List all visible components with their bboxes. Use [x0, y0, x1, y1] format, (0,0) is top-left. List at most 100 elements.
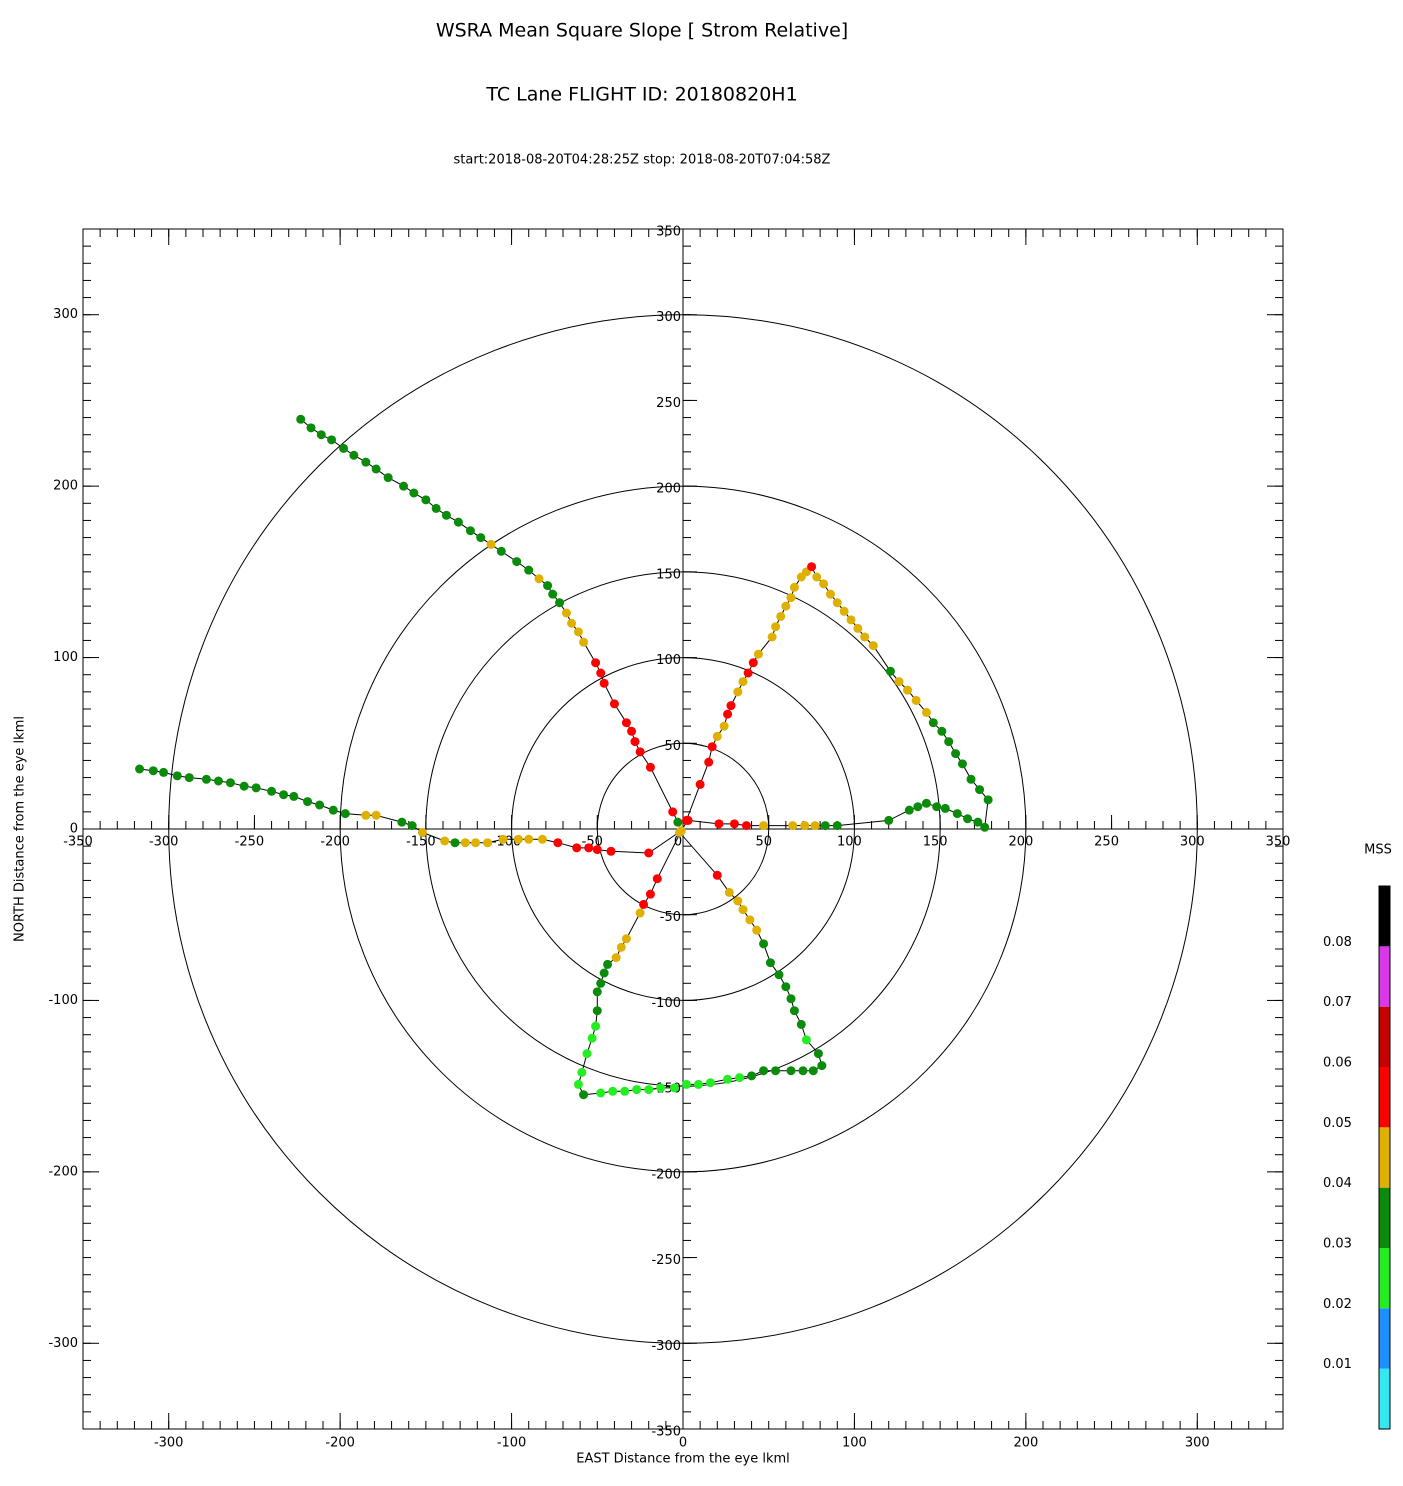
data-point	[371, 810, 381, 820]
data-point	[460, 838, 470, 848]
data-point	[567, 618, 577, 628]
data-point	[498, 834, 508, 844]
colorbar-tick-label: 0.07	[1323, 995, 1352, 1010]
x-tick-label: -300	[154, 1436, 184, 1451]
data-point	[599, 678, 609, 688]
data-point	[747, 1071, 757, 1081]
data-point	[921, 798, 931, 808]
data-point	[561, 608, 571, 618]
center-y-tick-label: 150	[656, 567, 681, 582]
data-point	[441, 510, 451, 520]
data-point	[279, 790, 289, 800]
data-point	[213, 776, 223, 786]
data-point	[759, 939, 769, 949]
data-point	[159, 767, 169, 777]
data-point	[957, 759, 967, 769]
data-point	[587, 1033, 597, 1043]
data-point	[296, 414, 306, 424]
data-point	[735, 1073, 745, 1083]
data-point	[771, 1066, 781, 1076]
data-point	[635, 908, 645, 918]
data-point	[940, 803, 950, 813]
data-point	[148, 766, 158, 776]
center-y-tick-label: -350	[651, 1425, 681, 1440]
data-point	[820, 821, 830, 831]
data-point	[579, 1090, 589, 1100]
data-point	[903, 685, 913, 695]
data-point	[952, 809, 962, 819]
data-point	[267, 786, 277, 796]
colorbar-tick-label: 0.01	[1323, 1357, 1352, 1372]
data-point	[767, 632, 777, 642]
x-tick-label: 100	[842, 1436, 867, 1451]
colorbar-swatch	[1379, 1187, 1390, 1248]
x-tick-label: 300	[1185, 1436, 1210, 1451]
x-tick-label: 200	[1013, 1436, 1038, 1451]
data-point	[471, 838, 481, 848]
data-point	[543, 581, 553, 591]
data-point	[714, 819, 724, 829]
data-point	[644, 848, 654, 858]
data-point	[592, 845, 602, 855]
center-y-tick-label: -100	[651, 996, 681, 1011]
colorbar-tick-label: 0.05	[1323, 1116, 1352, 1131]
colorbar-swatch	[1379, 1248, 1390, 1309]
data-point	[812, 572, 822, 582]
colorbar-swatch	[1379, 1308, 1390, 1369]
colorbar-swatch	[1379, 1067, 1390, 1128]
data-point	[431, 503, 441, 513]
data-point	[620, 1086, 630, 1096]
data-point	[676, 826, 686, 836]
data-point	[921, 707, 931, 717]
data-point	[973, 817, 983, 827]
data-point	[496, 546, 506, 556]
data-point	[409, 488, 419, 498]
data-point	[616, 942, 626, 952]
colorbar-tick-label: 0.03	[1323, 1237, 1352, 1252]
data-point	[781, 982, 791, 992]
data-point	[669, 1083, 679, 1093]
data-point	[591, 658, 601, 668]
data-point	[712, 731, 722, 741]
data-point	[609, 699, 619, 709]
data-point	[184, 773, 194, 783]
y-axis-label: NORTH Distance from the eye lkml	[13, 716, 28, 942]
colorbar-frame	[1378, 885, 1391, 1430]
data-point	[807, 562, 817, 572]
center-x-tick-label: 50	[755, 835, 772, 850]
data-point	[839, 606, 849, 616]
data-point	[639, 899, 649, 909]
data-point	[251, 783, 261, 793]
colorbar-swatch	[1379, 946, 1390, 1007]
colorbar-swatch	[1379, 1127, 1390, 1188]
data-point	[951, 749, 961, 759]
x-tick-label: -200	[325, 1436, 355, 1451]
data-point	[884, 815, 894, 825]
data-point	[239, 781, 249, 791]
data-point	[417, 827, 427, 837]
data-point	[745, 915, 755, 925]
data-point	[537, 834, 547, 844]
data-point	[135, 764, 145, 774]
data-point	[673, 817, 683, 827]
data-point	[486, 539, 496, 549]
data-point	[483, 838, 493, 848]
center-x-tick-label: -200	[320, 835, 350, 850]
data-point	[621, 934, 631, 944]
data-point	[450, 838, 460, 848]
data-point	[453, 517, 463, 527]
y-tick-label: -100	[48, 993, 78, 1008]
center-x-tick-label: -250	[235, 835, 265, 850]
data-point	[603, 959, 613, 969]
data-point	[606, 846, 616, 856]
data-point	[371, 464, 381, 474]
data-point	[937, 726, 947, 736]
data-point	[225, 778, 235, 788]
data-point	[421, 495, 431, 505]
data-point	[825, 589, 835, 599]
data-point	[733, 896, 743, 906]
center-x-tick-label: 200	[1008, 835, 1033, 850]
data-point	[608, 1086, 618, 1096]
center-x-tick-label: -150	[406, 835, 436, 850]
